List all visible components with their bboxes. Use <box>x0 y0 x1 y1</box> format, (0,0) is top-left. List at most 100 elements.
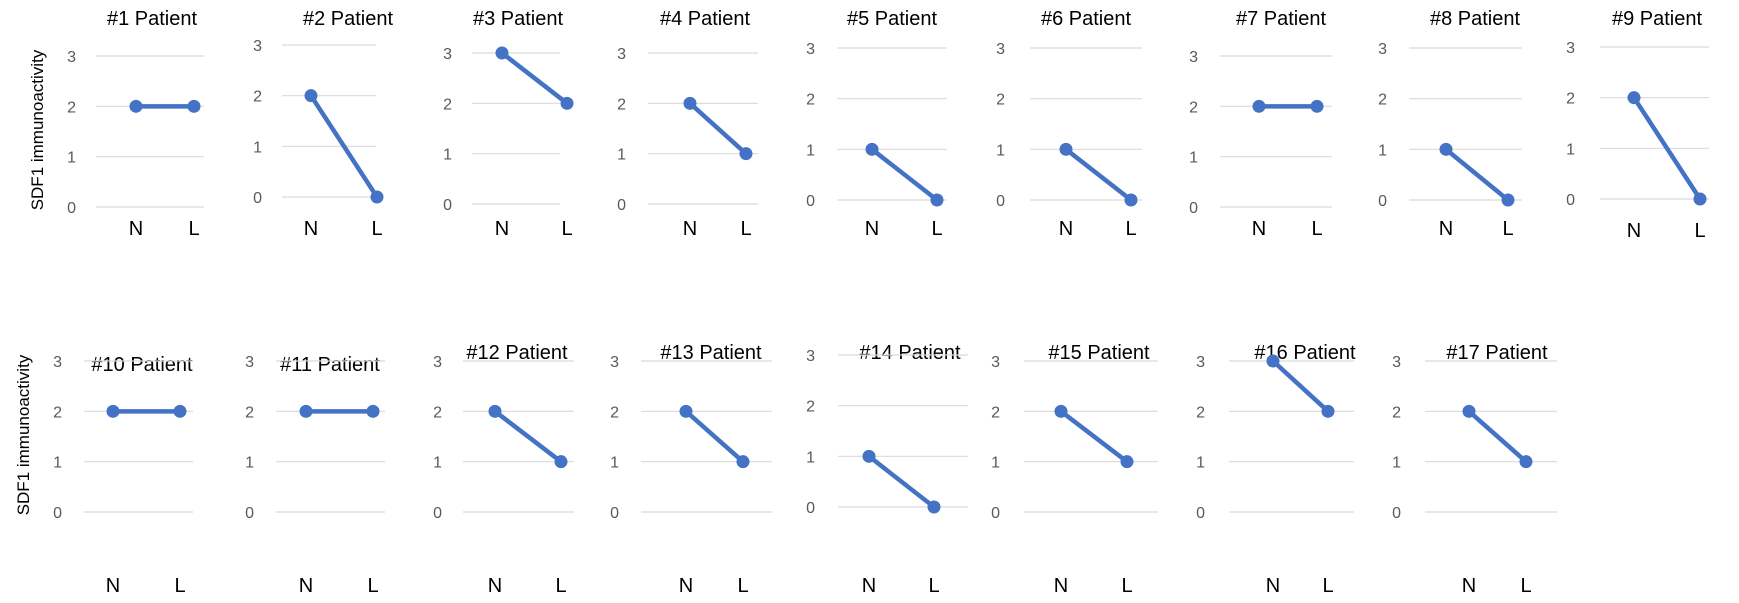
data-point <box>736 455 750 469</box>
data-point <box>1310 99 1324 113</box>
y-tick-label: 2 <box>610 404 619 421</box>
panel-title: #13 Patient <box>660 342 762 364</box>
x-category-label: N <box>495 218 509 240</box>
x-category-label: N <box>106 575 120 597</box>
panel-title: #15 Patient <box>1048 342 1150 364</box>
y-tick-label: 3 <box>806 348 815 365</box>
panel-title: #17 Patient <box>1446 342 1548 364</box>
y-tick-label: 1 <box>1378 142 1387 159</box>
y-tick-label: 1 <box>617 147 626 164</box>
x-category-label: L <box>737 575 748 597</box>
y-tick-label: 1 <box>253 139 262 156</box>
x-category-label: L <box>1311 218 1322 240</box>
y-tick-label: 1 <box>1196 455 1205 472</box>
x-category-label: N <box>683 218 697 240</box>
panel-title: #14 Patient <box>859 342 961 364</box>
series-line <box>308 93 380 200</box>
panel-title: #10 Patient <box>91 354 193 376</box>
panel-title: #6 Patient <box>1040 8 1132 30</box>
x-category-label: L <box>174 575 185 597</box>
x-category-label: L <box>1520 575 1531 597</box>
data-point <box>106 404 120 418</box>
panel-title: #7 Patient <box>1235 8 1327 30</box>
x-category-label: L <box>1694 220 1705 242</box>
y-tick-label: 0 <box>53 505 62 522</box>
y-tick-label: 3 <box>1196 354 1205 371</box>
x-category-label: N <box>1627 220 1641 242</box>
y-tick-label: 3 <box>991 354 1000 371</box>
y-tick-label: 2 <box>433 404 442 421</box>
series-line <box>866 454 937 510</box>
y-tick-label: 0 <box>433 505 442 522</box>
y-tick-label: 1 <box>1189 150 1198 167</box>
y-tick-label: 0 <box>806 193 815 210</box>
y-tick-label: 0 <box>1392 505 1401 522</box>
data-point <box>1501 193 1515 207</box>
y-tick-label: 0 <box>996 193 1005 210</box>
y-tick-label: 2 <box>1378 92 1387 109</box>
series-line <box>492 409 564 464</box>
y-tick-label: 3 <box>1392 354 1401 371</box>
data-point <box>862 449 876 463</box>
series-line <box>687 101 749 156</box>
x-category-label: N <box>1439 218 1453 240</box>
data-point <box>554 455 568 469</box>
x-category-label: N <box>1266 575 1280 597</box>
series-line <box>499 50 570 106</box>
data-point <box>1266 354 1280 368</box>
series-line <box>1631 95 1703 202</box>
y-tick-label: 2 <box>67 99 76 116</box>
series-line <box>869 147 940 203</box>
y-tick-label: 3 <box>433 354 442 371</box>
y-tick-label: 0 <box>443 197 452 214</box>
y-tick-label: 0 <box>1196 505 1205 522</box>
panel-title: #8 Patient <box>1429 8 1521 30</box>
y-tick-label: 2 <box>245 404 254 421</box>
y-tick-label: 3 <box>806 41 815 58</box>
x-category-label: N <box>1059 218 1073 240</box>
panel-title: #9 Patient <box>1611 8 1703 30</box>
y-tick-label: 2 <box>996 92 1005 109</box>
data-point <box>1439 142 1453 156</box>
x-category-label: N <box>679 575 693 597</box>
x-category-label: N <box>1054 575 1068 597</box>
data-point <box>1059 142 1073 156</box>
y-tick-label: 2 <box>806 92 815 109</box>
data-point <box>1627 91 1641 105</box>
y-tick-label: 1 <box>806 142 815 159</box>
panel-title: #12 Patient <box>466 342 568 364</box>
series-line <box>1466 409 1529 464</box>
y-tick-label: 1 <box>1566 141 1575 158</box>
x-category-label: N <box>865 218 879 240</box>
panel-title: #16 Patient <box>1254 342 1356 364</box>
y-tick-label: 3 <box>67 49 76 66</box>
y-tick-label: 3 <box>610 354 619 371</box>
data-point <box>1462 404 1476 418</box>
data-point <box>304 89 318 103</box>
y-tick-label: 1 <box>433 455 442 472</box>
y-tick-label: 2 <box>1566 91 1575 108</box>
y-tick-label: 1 <box>1392 455 1401 472</box>
x-category-label: N <box>129 218 143 240</box>
x-category-label: N <box>299 575 313 597</box>
y-tick-label: 0 <box>1566 192 1575 209</box>
data-point <box>1693 192 1707 206</box>
data-point <box>560 96 574 110</box>
y-tick-label: 1 <box>67 150 76 167</box>
x-category-label: L <box>931 218 942 240</box>
panel-title: #5 Patient <box>846 8 938 30</box>
data-point <box>129 99 143 113</box>
y-tick-label: 1 <box>245 455 254 472</box>
y-tick-label: 1 <box>806 449 815 466</box>
x-category-label: L <box>188 218 199 240</box>
